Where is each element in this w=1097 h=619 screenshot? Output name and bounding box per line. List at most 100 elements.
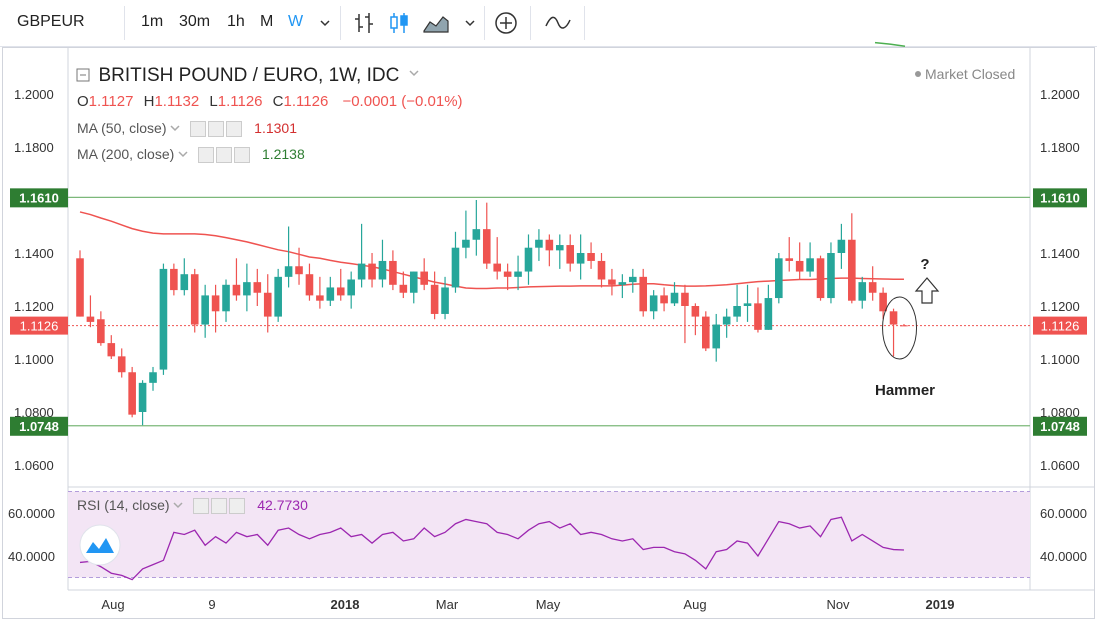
level-badge-right: [1033, 416, 1087, 436]
timeframe-1h[interactable]: 1h: [227, 13, 245, 30]
candle-body: [649, 295, 658, 312]
close-icon[interactable]: [234, 147, 251, 164]
candle-body: [180, 274, 189, 291]
chevron-down-icon[interactable]: [170, 123, 180, 133]
candle: [900, 324, 908, 327]
candle: [639, 268, 648, 317]
price-tick-label-left: 1.1400: [14, 246, 54, 261]
candle-body: [274, 276, 282, 317]
timeframe-month[interactable]: M: [260, 13, 274, 30]
chevron-down-icon[interactable]: [408, 67, 420, 79]
candle-body: [430, 284, 439, 314]
time-tick-label: 2019: [926, 597, 955, 612]
chevron-down-icon[interactable]: [178, 149, 188, 159]
candle-body: [76, 258, 84, 317]
candle: [670, 282, 679, 306]
close-icon[interactable]: [229, 498, 246, 515]
candle: [336, 268, 345, 301]
candle: [97, 311, 105, 346]
timeframe-week[interactable]: W: [288, 13, 304, 30]
collapse-icon[interactable]: [76, 68, 90, 82]
candle-body: [858, 282, 867, 301]
rsi-label: RSI (14, close): [77, 497, 170, 513]
rsi-tick-label-left: 40.0000: [8, 549, 55, 564]
time-tick-label: Aug: [683, 597, 706, 612]
price-tick-label-right: 1.0600: [1040, 458, 1080, 473]
candle: [409, 271, 418, 304]
candle-body: [608, 279, 616, 285]
candle-body: [399, 284, 408, 293]
ma50-legend[interactable]: MA (50, close) 1.1301: [77, 120, 297, 138]
candle: [493, 237, 501, 280]
candle-body: [764, 298, 773, 330]
candle: [712, 313, 721, 362]
ma200-legend[interactable]: MA (200, close) 1.2138: [77, 146, 305, 164]
close-icon[interactable]: [226, 121, 243, 138]
level-badge-label-right: 1.0748: [1040, 419, 1080, 434]
candle-body: [722, 316, 731, 325]
candle-body: [472, 229, 481, 240]
candle-body: [660, 295, 668, 304]
candle: [451, 231, 460, 293]
ma50-line: [79, 211, 904, 290]
up-arrow-icon: [914, 277, 940, 304]
candle-body: [451, 247, 460, 288]
settings-icon[interactable]: [208, 121, 225, 138]
area-chart-icon[interactable]: [423, 11, 449, 35]
candle: [795, 242, 804, 280]
level-badge-right: [1033, 188, 1087, 208]
symbol-search[interactable]: GBPEUR: [17, 13, 85, 30]
candle: [399, 271, 408, 299]
candle-body: [670, 292, 679, 304]
candle: [545, 234, 554, 267]
chevron-down-icon[interactable]: [173, 500, 184, 510]
price-tick-label-right: 1.1400: [1040, 246, 1080, 261]
candle: [576, 234, 585, 280]
candle-body: [806, 258, 814, 272]
toolbar: GBPEUR 1m 30m 1h M W: [0, 0, 1097, 47]
candle: [848, 213, 856, 304]
bar-chart-icon[interactable]: [353, 11, 375, 35]
price-tick-label-left: 1.0800: [14, 405, 54, 420]
candle: [649, 290, 658, 320]
chevron-down-icon[interactable]: [318, 11, 332, 35]
candle-body: [555, 245, 564, 251]
candle: [868, 266, 877, 301]
timeframe-30m[interactable]: 30m: [179, 13, 211, 30]
visibility-icon[interactable]: [190, 121, 207, 138]
candle: [816, 255, 825, 301]
hammer-label: Hammer: [875, 382, 935, 399]
candle: [722, 308, 731, 338]
candle-body: [305, 274, 314, 296]
time-tick-label: May: [536, 597, 561, 612]
candle: [660, 287, 668, 312]
toolbar-divider: [530, 6, 531, 40]
candle: [368, 253, 376, 288]
indicators-icon[interactable]: [544, 11, 572, 35]
candle-body: [336, 287, 345, 296]
candle: [76, 250, 84, 317]
visibility-icon[interactable]: [193, 498, 210, 515]
settings-icon[interactable]: [216, 147, 233, 164]
rsi-line: [79, 516, 905, 581]
candle-body: [389, 260, 397, 285]
visibility-icon[interactable]: [198, 147, 215, 164]
candle: [128, 366, 136, 418]
candles-icon[interactable]: [388, 11, 410, 35]
market-status: Market Closed: [915, 66, 1015, 82]
settings-icon[interactable]: [211, 498, 228, 515]
candle-body: [816, 258, 825, 299]
candle-body: [868, 282, 877, 293]
candle: [170, 263, 178, 296]
rsi-value: 42.7730: [257, 497, 308, 513]
toolbar-divider: [124, 6, 125, 40]
rsi-legend[interactable]: RSI (14, close) 42.7730: [77, 497, 308, 515]
chevron-down-icon[interactable]: [463, 11, 477, 35]
candle: [222, 279, 230, 322]
ohlc-close-value: 1.1126: [283, 93, 329, 110]
add-compare-icon[interactable]: [494, 11, 518, 35]
candle: [326, 276, 335, 306]
timeframe-1m[interactable]: 1m: [141, 13, 164, 30]
candle-body: [347, 279, 355, 296]
